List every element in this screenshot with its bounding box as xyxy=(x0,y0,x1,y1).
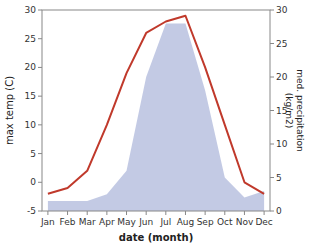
x-tick xyxy=(146,211,147,215)
y2-tick xyxy=(270,110,274,111)
y-tick-label: 20 xyxy=(25,62,37,72)
y-tick-label: 25 xyxy=(25,34,36,44)
y-tick-label: 5 xyxy=(30,149,36,159)
x-tick xyxy=(126,211,127,215)
y2-tick xyxy=(270,177,274,178)
x-tick xyxy=(224,211,225,215)
y2-tick xyxy=(270,10,274,11)
y2-tick-label: 25 xyxy=(276,39,287,49)
plot-frame xyxy=(42,10,270,211)
x-tick-label: Mar xyxy=(79,217,96,227)
y-tick-label: 30 xyxy=(25,5,37,15)
x-axis-label: date (month) xyxy=(119,232,193,243)
y2-tick xyxy=(270,144,274,145)
y-tick xyxy=(38,124,42,125)
y2-tick-label: 0 xyxy=(276,206,282,216)
x-tick-label: Jun xyxy=(138,217,153,227)
x-tick-label: Jul xyxy=(159,217,171,227)
y2-axis-label: med. precipitation(kg/m2) xyxy=(284,69,305,151)
y-tick-label: 10 xyxy=(25,120,37,130)
y-axis-label: max temp (C) xyxy=(4,76,15,145)
temperature-line xyxy=(48,16,264,194)
x-tick-label: Aug xyxy=(177,217,195,227)
y2-tick-label: 20 xyxy=(276,72,288,82)
y-tick xyxy=(38,67,42,68)
x-tick xyxy=(165,211,166,215)
y-tick xyxy=(38,38,42,39)
y-tick xyxy=(38,182,42,183)
y-tick xyxy=(38,211,42,212)
y2-tick-label: 10 xyxy=(276,139,288,149)
x-tick-label: Dec xyxy=(255,217,272,227)
x-tick xyxy=(47,211,48,215)
x-tick xyxy=(244,211,245,215)
x-tick xyxy=(87,211,88,215)
x-tick xyxy=(67,211,68,215)
chart: -5051015202530051015202530JanFebMarAprMa… xyxy=(0,0,320,247)
x-tick xyxy=(185,211,186,215)
x-tick-label: Apr xyxy=(99,217,115,227)
y2-axis-label-line: (kg/m2) xyxy=(284,93,294,128)
y2-tick xyxy=(270,211,274,212)
y-tick xyxy=(38,96,42,97)
y2-tick-label: 5 xyxy=(276,173,282,183)
x-tick xyxy=(264,211,265,215)
x-tick xyxy=(205,211,206,215)
x-tick-label: Feb xyxy=(60,217,76,227)
x-tick-label: Jan xyxy=(40,217,55,227)
y2-tick xyxy=(270,43,274,44)
y2-tick xyxy=(270,77,274,78)
x-tick-label: May xyxy=(117,217,136,227)
x-tick-label: Oct xyxy=(217,217,233,227)
data-layer xyxy=(48,16,264,211)
y-tick-label: 0 xyxy=(30,177,36,187)
precipitation-area xyxy=(48,23,264,211)
x-tick-label: Sep xyxy=(197,217,214,227)
y-tick-label: -5 xyxy=(27,206,36,216)
x-tick xyxy=(106,211,107,215)
y-tick xyxy=(38,153,42,154)
x-tick-label: Nov xyxy=(236,217,254,227)
y-tick xyxy=(38,10,42,11)
y2-axis-label-line: med. precipitation xyxy=(295,69,305,151)
y-tick-label: 15 xyxy=(25,91,36,101)
y2-tick-label: 30 xyxy=(276,5,288,15)
